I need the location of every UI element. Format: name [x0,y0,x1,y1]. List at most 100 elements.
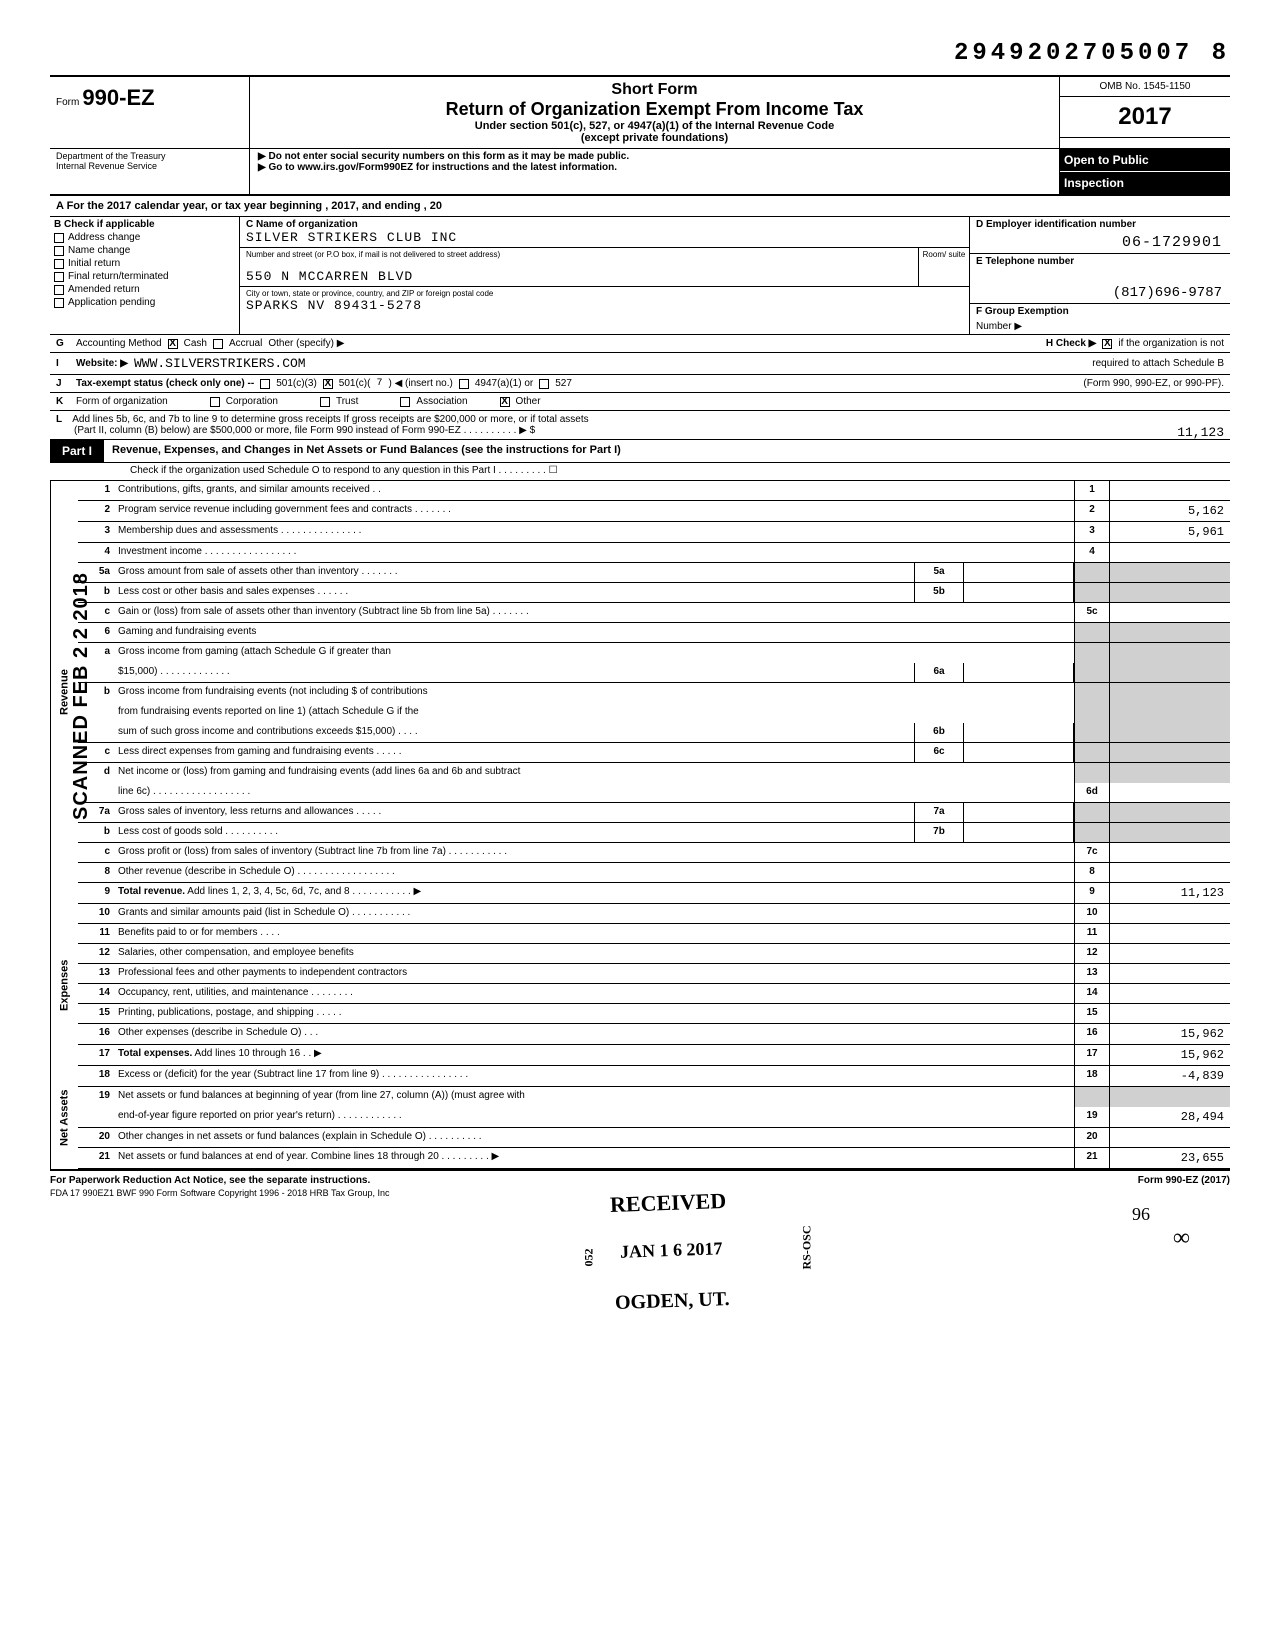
end-value [1110,1128,1230,1147]
line-description: from fundraising events reported on line… [114,703,1074,723]
end-value [1110,984,1230,1003]
501c-number: 7 [376,378,382,389]
end-value [1110,481,1230,500]
end-number: 9 [1074,883,1110,903]
501c-label: 501(c)( [339,378,371,389]
section-b-label: Address change [68,232,140,243]
row-h-cont: required to attach Schedule B [1092,358,1224,369]
end-number: 15 [1074,1004,1110,1023]
corp-checkbox[interactable] [210,397,220,407]
line-description: sum of such gross income and contributio… [114,723,914,742]
section-c-label: C Name of organization [246,219,963,230]
section-b-checkbox[interactable] [54,233,64,243]
section-b-checkbox[interactable] [54,298,64,308]
part-1-header: Part I Revenue, Expenses, and Changes in… [50,440,1230,463]
section-b-checkbox[interactable] [54,272,64,282]
line-row: 15Printing, publications, postage, and s… [78,1004,1230,1024]
line-number: 18 [78,1066,114,1086]
line-row: 6Gaming and fundraising events [78,623,1230,643]
row-l-amount: 11,123 [1104,425,1224,440]
mid-box-number: 5b [914,583,964,602]
end-value [1110,924,1230,943]
assoc-checkbox[interactable] [400,397,410,407]
line-number: 17 [78,1045,114,1065]
line-row: $15,000) . . . . . . . . . . . . .6a [78,663,1230,683]
signature-mark: ∞ [50,1225,1230,1252]
other-method-label: Other (specify) ▶ [268,338,344,349]
line-row: 12Salaries, other compensation, and empl… [78,944,1230,964]
line-row: 4Investment income . . . . . . . . . . .… [78,543,1230,563]
form-number: 990-EZ [82,85,154,110]
trust-checkbox[interactable] [320,397,330,407]
row-k: K Form of organization Corporation Trust… [50,393,1230,411]
cash-checkbox[interactable] [168,339,178,349]
part-1-title: Revenue, Expenses, and Changes in Net As… [104,440,1230,462]
line-row: cGross profit or (loss) from sales of in… [78,843,1230,863]
row-h-text: if the organization is not [1118,338,1224,349]
mid-box-value [964,743,1074,762]
line-description: Less cost or other basis and sales expen… [114,583,914,602]
line-description: Less cost of goods sold . . . . . . . . … [114,823,914,842]
form-header: Form 990-EZ Short Form Return of Organiz… [50,75,1230,149]
mid-box-value [964,563,1074,582]
section-d-label: D Employer identification number [970,217,1230,232]
501c-insert: ) ◀ (insert no.) [388,378,452,389]
end-value [1110,803,1230,822]
end-number: 2 [1074,501,1110,521]
city-state-zip: SPARKS NV 89431-5278 [246,298,963,313]
end-number [1074,743,1110,762]
mid-box-number: 7a [914,803,964,822]
line-description: Membership dues and assessments . . . . … [114,522,1074,542]
line-number: 10 [78,904,114,923]
line-description: Net assets or fund balances at end of ye… [114,1148,1074,1168]
row-j-letter: J [56,378,70,389]
501c-checkbox[interactable] [323,379,333,389]
part-1-label: Part I [50,440,104,462]
end-number: 11 [1074,924,1110,943]
line-row: 7aGross sales of inventory, less returns… [78,803,1230,823]
line-description: Total revenue. Add lines 1, 2, 3, 4, 5c,… [114,883,1074,903]
section-b-checkbox[interactable] [54,285,64,295]
room-suite-label: Room/ suite [919,248,969,286]
row-h-checkbox[interactable] [1102,339,1112,349]
other-org-checkbox[interactable] [500,397,510,407]
accrual-label: Accrual [229,338,262,349]
mid-box-value [964,663,1074,682]
end-number [1074,683,1110,703]
section-b-label: Final return/terminated [68,271,169,282]
527-checkbox[interactable] [539,379,549,389]
form-number-box: Form 990-EZ [50,77,250,148]
501c3-checkbox[interactable] [260,379,270,389]
assoc-label: Association [416,396,467,407]
end-number: 21 [1074,1148,1110,1168]
section-b-checkbox[interactable] [54,246,64,256]
line-description: Gaming and fundraising events [114,623,1074,642]
end-value [1110,623,1230,642]
end-number [1074,643,1110,663]
document-id: 2949202705007 8 [50,40,1230,67]
handwritten-number: 96 [50,1198,1230,1225]
mid-box-number: 6a [914,663,964,682]
corp-label: Corporation [226,396,278,407]
part-1-sub: Check if the organization used Schedule … [50,463,1230,481]
header-right-box: OMB No. 1545-1150 2017 [1060,77,1230,148]
accrual-checkbox[interactable] [213,339,223,349]
end-number [1074,563,1110,582]
end-number: 14 [1074,984,1110,1003]
section-b-label: Amended return [68,284,140,295]
4947-checkbox[interactable] [459,379,469,389]
line-row: 20Other changes in net assets or fund ba… [78,1128,1230,1148]
mid-box-value [964,823,1074,842]
open-public-1: Open to Public [1060,149,1230,171]
line-description: line 6c) . . . . . . . . . . . . . . . .… [114,783,1074,802]
section-b-checkbox[interactable] [54,259,64,269]
line-row: 18Excess or (deficit) for the year (Subt… [78,1066,1230,1087]
line-description: Other expenses (describe in Schedule O) … [114,1024,1074,1044]
line-row: line 6c) . . . . . . . . . . . . . . . .… [78,783,1230,803]
street-label: Number and street (or P.O box, if mail i… [246,250,912,259]
form-title: Return of Organization Exempt From Incom… [258,99,1051,120]
line-row: 8Other revenue (describe in Schedule O) … [78,863,1230,883]
line-row: 19Net assets or fund balances at beginni… [78,1087,1230,1107]
section-b-item: Name change [54,245,235,256]
line-number: 20 [78,1128,114,1147]
